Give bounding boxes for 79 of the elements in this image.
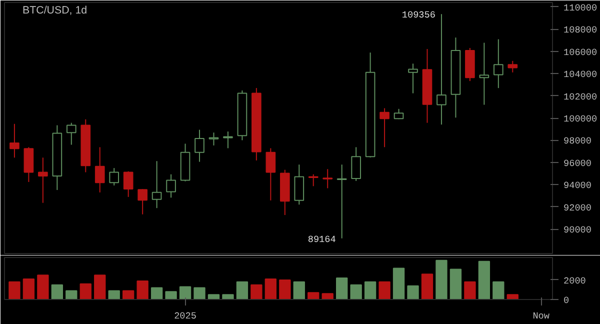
bar [407, 285, 419, 300]
bar [322, 293, 334, 300]
y-tick-label: 2000 [564, 275, 586, 286]
bar [364, 281, 376, 300]
candlestick [10, 123, 20, 158]
bar [194, 287, 206, 300]
bar [350, 284, 362, 300]
candlestick [66, 122, 76, 146]
bar [80, 283, 92, 300]
bar [264, 278, 277, 300]
candlestick [294, 164, 304, 206]
y-tick-label: 106000 [564, 46, 598, 58]
x-tick-label: 2025 [174, 310, 196, 322]
candlestick [166, 174, 176, 198]
bar [150, 287, 163, 300]
candlestick [109, 168, 120, 186]
candlestick [208, 132, 219, 146]
bar [436, 260, 448, 300]
bar [37, 274, 49, 300]
candlestick [123, 170, 134, 198]
y-tick-label: 108000 [564, 24, 598, 36]
bar [222, 294, 234, 300]
chart-title: BTC/USD, 1d [22, 4, 88, 16]
bar [108, 290, 120, 300]
y-tick-label: 98000 [564, 136, 592, 147]
bar [293, 281, 305, 300]
y-tick-label: 96000 [564, 158, 592, 169]
candlestick [508, 60, 518, 73]
bar [122, 290, 134, 300]
candlestick [223, 131, 233, 149]
y-tick-label: 92000 [564, 202, 592, 214]
candlestick [322, 168, 333, 189]
candlestick [194, 129, 204, 162]
y-tick-label: 110000 [564, 2, 598, 14]
bar [279, 279, 291, 300]
y-tick-label: 100000 [564, 114, 598, 125]
bar [208, 294, 220, 300]
bar [51, 284, 64, 300]
candlestick [152, 160, 162, 209]
bar [66, 290, 78, 300]
candlestick [94, 146, 105, 193]
bar [478, 260, 490, 300]
candlestick [38, 157, 48, 204]
bar [336, 278, 348, 300]
bar [236, 281, 248, 300]
y-tick-label: 0 [564, 295, 570, 306]
bar [308, 292, 320, 300]
candlestick [308, 174, 318, 187]
bar [165, 291, 177, 300]
candlestick [479, 42, 490, 106]
bar [136, 280, 148, 300]
candlestick [336, 164, 347, 239]
bar [506, 294, 518, 300]
bar [492, 281, 504, 300]
annotation: 109356 [402, 10, 436, 21]
y-tick-label: 104000 [564, 69, 598, 80]
bar [392, 268, 405, 300]
annotation: 89164 [308, 234, 336, 245]
bar [378, 281, 390, 300]
bar [421, 274, 434, 300]
bar [22, 278, 35, 300]
bar [450, 268, 462, 300]
candlestick [24, 146, 34, 182]
candlestick [351, 146, 361, 182]
y-tick-label: 90000 [564, 224, 592, 236]
bar [179, 286, 192, 300]
candlestick [408, 63, 418, 94]
candlestick [436, 14, 446, 126]
bar [8, 281, 20, 300]
y-tick-label: 102000 [564, 91, 598, 102]
candlestick [138, 188, 148, 215]
candlestick [380, 108, 390, 148]
bar [464, 281, 476, 300]
candlestick [494, 38, 504, 89]
bar [94, 274, 106, 300]
y-tick-label: 94000 [564, 180, 592, 192]
x-tick-label: Now [532, 310, 550, 322]
bar [250, 284, 262, 300]
candlestick [266, 148, 276, 201]
